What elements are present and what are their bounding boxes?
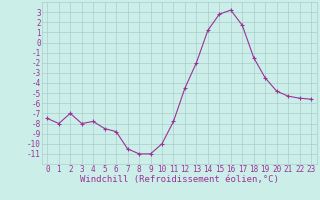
X-axis label: Windchill (Refroidissement éolien,°C): Windchill (Refroidissement éolien,°C) <box>80 175 279 184</box>
